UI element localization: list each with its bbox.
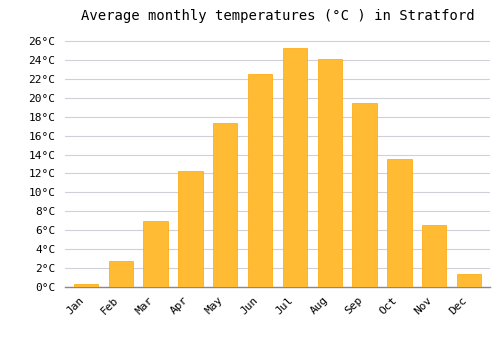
Bar xyxy=(178,170,203,287)
Bar xyxy=(282,48,307,287)
Bar xyxy=(387,159,411,287)
Title: Average monthly temperatures (°C ) in Stratford: Average monthly temperatures (°C ) in St… xyxy=(80,9,474,23)
Bar xyxy=(457,274,481,287)
Bar xyxy=(108,261,133,287)
Bar xyxy=(318,59,342,287)
Bar xyxy=(248,74,272,287)
Bar xyxy=(352,103,377,287)
Bar xyxy=(422,225,446,287)
Bar xyxy=(74,284,98,287)
Bar xyxy=(144,221,168,287)
Bar xyxy=(213,123,238,287)
